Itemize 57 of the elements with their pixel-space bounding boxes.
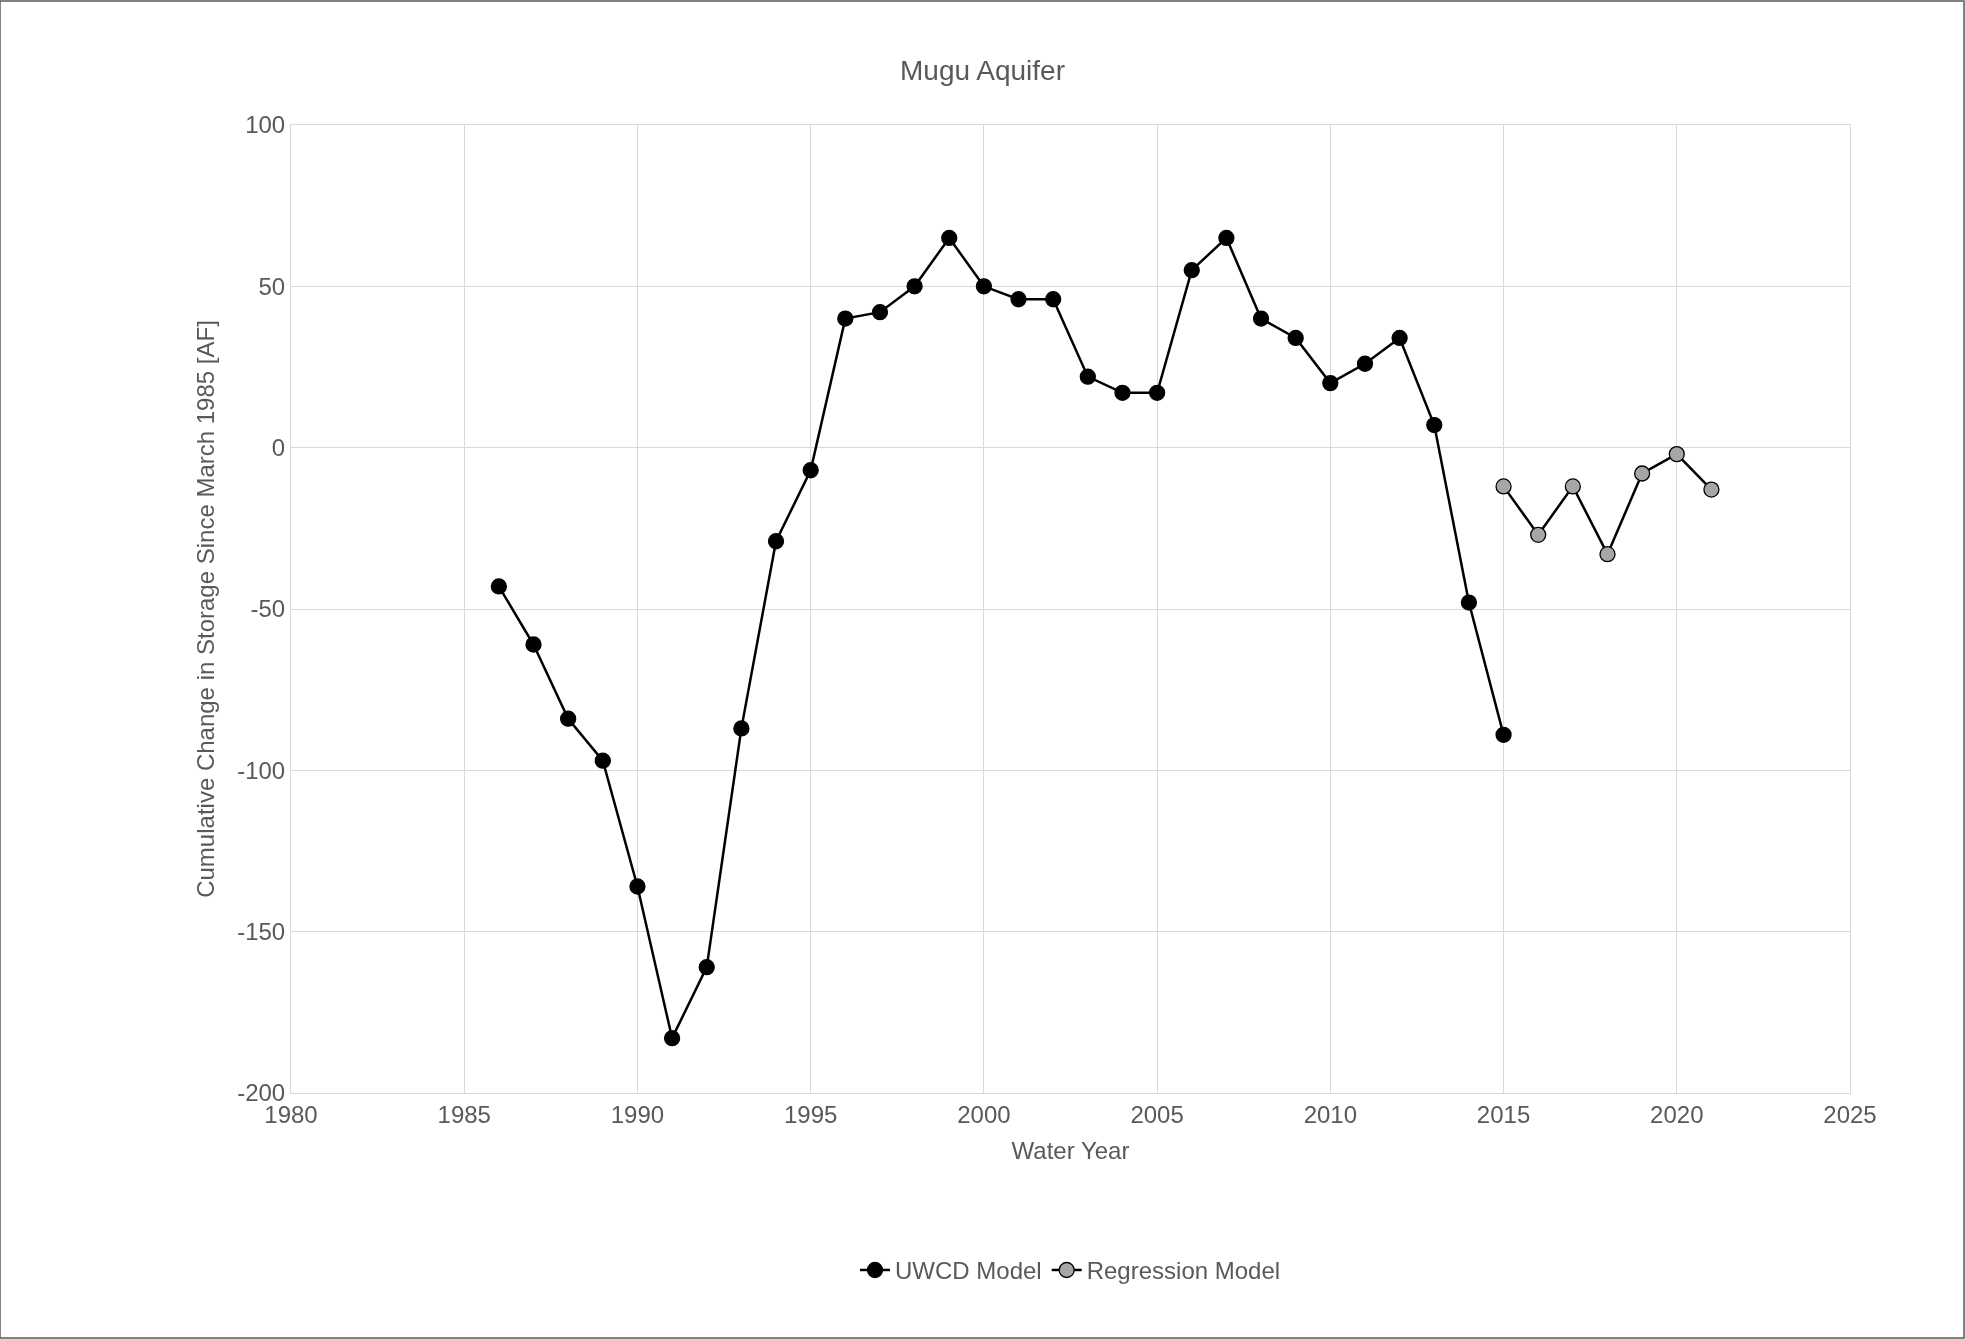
point	[1668, 445, 1685, 463]
point	[975, 278, 993, 295]
point	[1252, 310, 1270, 327]
point	[1495, 478, 1512, 495]
point	[594, 752, 611, 769]
y-axis-title: Cumulative Change in Storage Since March 1985 [AF]	[192, 320, 220, 898]
point	[698, 959, 715, 976]
point	[1287, 329, 1304, 347]
point	[663, 1030, 681, 1047]
point	[733, 720, 750, 737]
point	[1391, 329, 1408, 347]
x-tick-label: 2020	[1650, 1100, 1704, 1128]
y-tick-label: -50	[250, 595, 286, 623]
legend-label: UWCD Model	[895, 1257, 1042, 1285]
x-tick-label: 1990	[610, 1100, 665, 1128]
point	[871, 304, 889, 321]
point	[1322, 374, 1339, 392]
point	[1495, 726, 1512, 743]
point	[906, 278, 923, 295]
x-tick-label: 1985	[437, 1100, 491, 1128]
point	[560, 710, 577, 727]
point	[1010, 291, 1027, 308]
y-tick-label: 100	[245, 111, 286, 139]
y-tick-label: 0	[271, 434, 286, 462]
x-tick-label: 2005	[1130, 1100, 1184, 1128]
point	[525, 636, 542, 653]
point	[1218, 229, 1235, 247]
point	[837, 310, 854, 327]
y-tick-label: -100	[237, 756, 286, 784]
x-tick-label: 2025	[1823, 1100, 1877, 1128]
point	[490, 578, 508, 595]
point	[1530, 526, 1547, 543]
point	[1114, 384, 1131, 401]
point	[629, 878, 646, 895]
point	[1079, 368, 1096, 385]
point	[1460, 594, 1478, 611]
point	[1426, 416, 1443, 434]
x-tick-label: 2000	[957, 1100, 1011, 1128]
chart-title: Mugu Aquifer	[900, 54, 1065, 86]
point	[1703, 481, 1720, 498]
x-axis-title: Water Year	[1011, 1137, 1130, 1165]
point	[1183, 262, 1200, 279]
point	[1564, 478, 1581, 495]
point	[1599, 546, 1616, 563]
point	[1045, 291, 1062, 308]
x-tick-label: 1995	[783, 1100, 838, 1128]
point	[767, 533, 785, 550]
point	[941, 229, 958, 247]
point	[1633, 465, 1651, 482]
point	[1148, 384, 1166, 401]
point	[1356, 355, 1374, 372]
x-tick-label: 2015	[1476, 1100, 1531, 1128]
y-tick-label: 50	[258, 272, 286, 300]
legend-label: Regression Model	[1086, 1257, 1281, 1285]
point	[802, 462, 819, 479]
y-tick-label: -150	[237, 918, 286, 946]
x-tick-label: 2010	[1303, 1100, 1358, 1128]
